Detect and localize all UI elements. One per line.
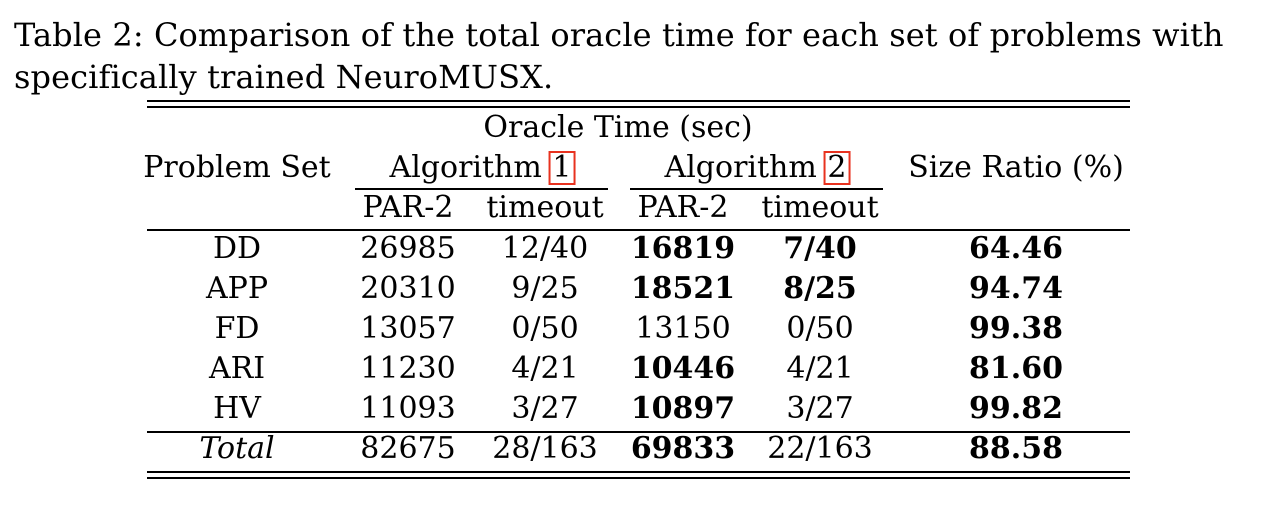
- cell-a1-par2: 20310: [360, 271, 456, 306]
- bottom-rule-outer: [147, 477, 1130, 479]
- cell-a2-par2: 10446: [630, 351, 736, 386]
- cell-set: ARI: [208, 351, 266, 386]
- cell-a2-timeout: 7/40: [783, 231, 857, 266]
- table-caption: Table 2: Comparison of the total oracle …: [14, 14, 1274, 98]
- cell-a2-par2: 16819: [630, 231, 736, 266]
- cell-a2-timeout: 0/50: [786, 311, 854, 346]
- cell-set: HV: [213, 391, 261, 426]
- alg2-label: Algorithm: [664, 150, 827, 185]
- cell-a2-timeout: 22/163: [767, 431, 873, 466]
- cell-a2-timeout: 3/27: [786, 391, 854, 426]
- cell-a1-par2: 11093: [360, 391, 456, 426]
- header-timeout-2: timeout: [761, 190, 879, 225]
- top-rule-outer: [147, 100, 1130, 102]
- cmidrule-alg2: [630, 188, 883, 190]
- alg1-ref-link[interactable]: 1: [548, 150, 576, 185]
- cell-ratio: 81.60: [969, 351, 1063, 386]
- cell-a2-timeout: 8/25: [783, 271, 857, 306]
- cell-ratio: 99.38: [969, 311, 1063, 346]
- top-rule-inner: [147, 106, 1130, 108]
- cell-ratio: 88.58: [969, 431, 1063, 466]
- header-algorithm-1: Algorithm 1: [389, 150, 576, 186]
- header-par2-2: PAR-2: [637, 190, 729, 225]
- cmidrule-alg1: [355, 188, 608, 190]
- cell-a1-timeout: 28/163: [492, 431, 598, 466]
- cell-a1-par2: 82675: [360, 431, 456, 466]
- cell-a1-par2: 11230: [360, 351, 456, 386]
- cell-a1-timeout: 12/40: [501, 231, 589, 266]
- cell-set: APP: [205, 271, 269, 306]
- cell-a2-timeout: 4/21: [786, 351, 854, 386]
- cell-ratio: 99.82: [969, 391, 1063, 426]
- alg2-ref-link[interactable]: 2: [823, 150, 851, 185]
- cell-ratio: 64.46: [969, 231, 1063, 266]
- header-midrule: [147, 229, 1130, 231]
- cell-set: FD: [214, 311, 260, 346]
- cell-a2-par2: 69833: [630, 431, 736, 466]
- caption-line-1: Table 2: Comparison of the total oracle …: [14, 16, 1224, 54]
- total-midrule: [147, 431, 1130, 433]
- cell-set: Total: [199, 431, 275, 466]
- caption-line-2: specifically trained NeuroMUSX.: [14, 58, 554, 96]
- header-size-ratio: Size Ratio (%): [908, 150, 1124, 185]
- cell-a1-timeout: 9/25: [511, 271, 579, 306]
- cell-set: DD: [212, 231, 262, 266]
- cell-a1-par2: 26985: [360, 231, 456, 266]
- cell-ratio: 94.74: [969, 271, 1063, 306]
- cell-a1-par2: 13057: [360, 311, 456, 346]
- cell-a2-par2: 13150: [635, 311, 731, 346]
- header-oracle-time: Oracle Time (sec): [483, 110, 753, 145]
- cell-a2-par2: 10897: [630, 391, 736, 426]
- header-par2-1: PAR-2: [362, 190, 454, 225]
- header-algorithm-2: Algorithm 2: [664, 150, 851, 186]
- cell-a1-timeout: 0/50: [511, 311, 579, 346]
- header-problem-set: Problem Set: [143, 150, 331, 185]
- cell-a1-timeout: 4/21: [511, 351, 579, 386]
- cell-a1-timeout: 3/27: [511, 391, 579, 426]
- alg1-label: Algorithm: [389, 150, 552, 185]
- header-timeout-1: timeout: [486, 190, 604, 225]
- cell-a2-par2: 18521: [630, 271, 736, 306]
- bottom-rule-inner: [147, 471, 1130, 473]
